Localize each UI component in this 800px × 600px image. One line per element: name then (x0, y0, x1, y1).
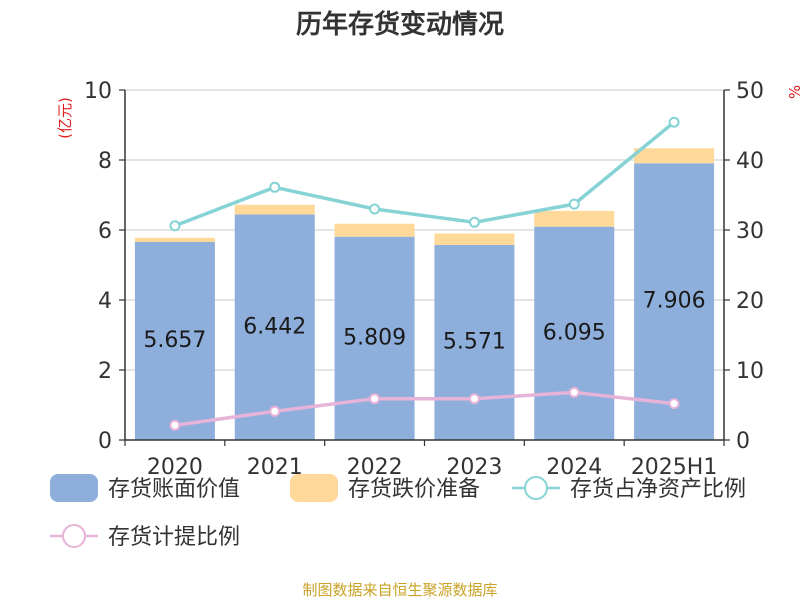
point-存货计提比例 (369, 393, 381, 405)
bars (134, 148, 715, 441)
right-tick-label: 20 (736, 289, 764, 314)
right-tick-label: 40 (736, 149, 764, 174)
left-tick-label: 4 (98, 289, 112, 314)
line-存货占净资产比例 (174, 120, 676, 228)
left-tick-label: 0 (98, 429, 112, 454)
bar-labels: 5.657 6.442 5.809 5.571 6.095 7.906 (143, 289, 705, 355)
legend-swatch (50, 474, 98, 502)
lines (169, 116, 680, 431)
bar-存货账面价值 (534, 226, 615, 440)
source-note: 制图数据来自恒生聚源数据库 (302, 581, 497, 599)
grid (125, 89, 724, 371)
x-tick-label: 2024 (546, 455, 602, 480)
point-存货占净资产比例 (668, 116, 680, 128)
right-tick-label: 0 (736, 429, 750, 454)
legend-label: 存货计提比例 (108, 525, 240, 550)
bar-value-label: 5.809 (343, 325, 406, 350)
legend-label: 存货占净资产比例 (570, 477, 746, 502)
left-tick-label: 6 (98, 219, 112, 244)
bar-存货账面价值 (334, 236, 415, 440)
point-存货计提比例 (568, 386, 580, 398)
right-tick-label: 50 (736, 79, 764, 104)
point-存货计提比例 (468, 393, 480, 405)
left-axis-unit: (亿元) (56, 97, 74, 139)
bar-存货跌价准备 (134, 237, 215, 243)
point-存货计提比例 (169, 419, 181, 431)
point-存货占净资产比例 (568, 198, 580, 210)
line-存货计提比例 (174, 390, 675, 428)
bar-存货账面价值 (434, 245, 515, 440)
bar-value-label: 5.657 (143, 328, 206, 353)
left-tick-label: 10 (84, 79, 112, 104)
point-存货计提比例 (668, 398, 680, 410)
bar-存货账面价值 (234, 214, 315, 440)
point-存货占净资产比例 (369, 203, 381, 215)
bar-value-label: 6.442 (243, 314, 306, 339)
legend-label: 存货跌价准备 (348, 477, 480, 502)
bar-存货账面价值 (634, 163, 715, 441)
point-存货占净资产比例 (269, 181, 281, 193)
point-存货占净资产比例 (169, 220, 181, 232)
right-axis-unit: % (786, 85, 800, 99)
chart-title: 历年存货变动情况 (296, 9, 504, 40)
bar-value-label: 5.571 (443, 330, 506, 355)
left-tick-label: 2 (98, 359, 112, 384)
left-tick-label: 8 (98, 149, 112, 174)
point-存货占净资产比例 (468, 216, 480, 228)
x-tick-label: 2022 (347, 455, 403, 480)
bar-value-label: 6.095 (543, 320, 606, 345)
x-tick-label: 2020 (147, 455, 203, 480)
point-存货计提比例 (269, 405, 281, 417)
bar-value-label: 7.906 (643, 289, 706, 314)
bar-存货跌价准备 (434, 233, 515, 246)
bar-存货跌价准备 (634, 148, 715, 164)
legend-swatch (290, 474, 338, 502)
bar-存货跌价准备 (234, 204, 315, 215)
bar-存货账面价值 (134, 242, 215, 440)
legend-marker (62, 524, 86, 548)
legend-label: 存货账面价值 (108, 477, 240, 502)
legend-marker (524, 476, 548, 500)
bar-存货跌价准备 (334, 223, 415, 237)
right-tick-label: 30 (736, 219, 764, 244)
x-tick-label: 2023 (446, 455, 502, 480)
x-tick-label: 2025H1 (631, 455, 718, 480)
right-tick-label: 10 (736, 359, 764, 384)
bar-存货跌价准备 (534, 210, 615, 227)
